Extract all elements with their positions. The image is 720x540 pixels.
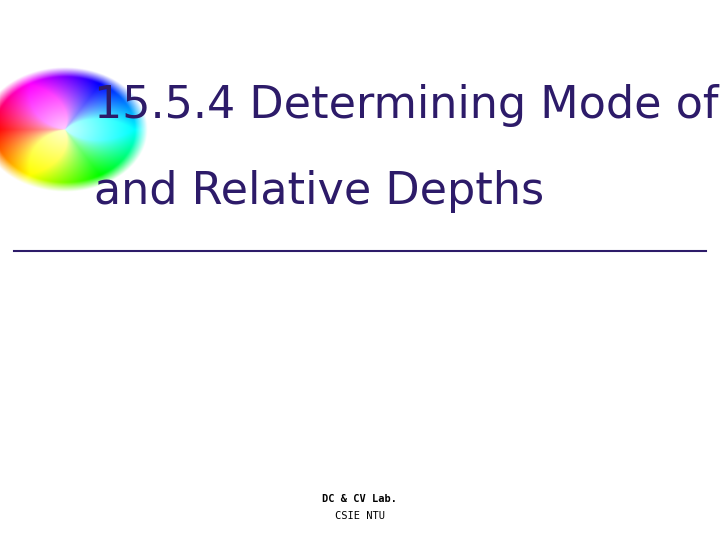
Text: and Relative Depths: and Relative Depths <box>94 170 544 213</box>
Text: DC & CV Lab.: DC & CV Lab. <box>323 495 397 504</box>
Text: CSIE NTU: CSIE NTU <box>335 511 385 521</box>
Text: 15.5.4 Determining Mode of Motion: 15.5.4 Determining Mode of Motion <box>94 84 720 127</box>
